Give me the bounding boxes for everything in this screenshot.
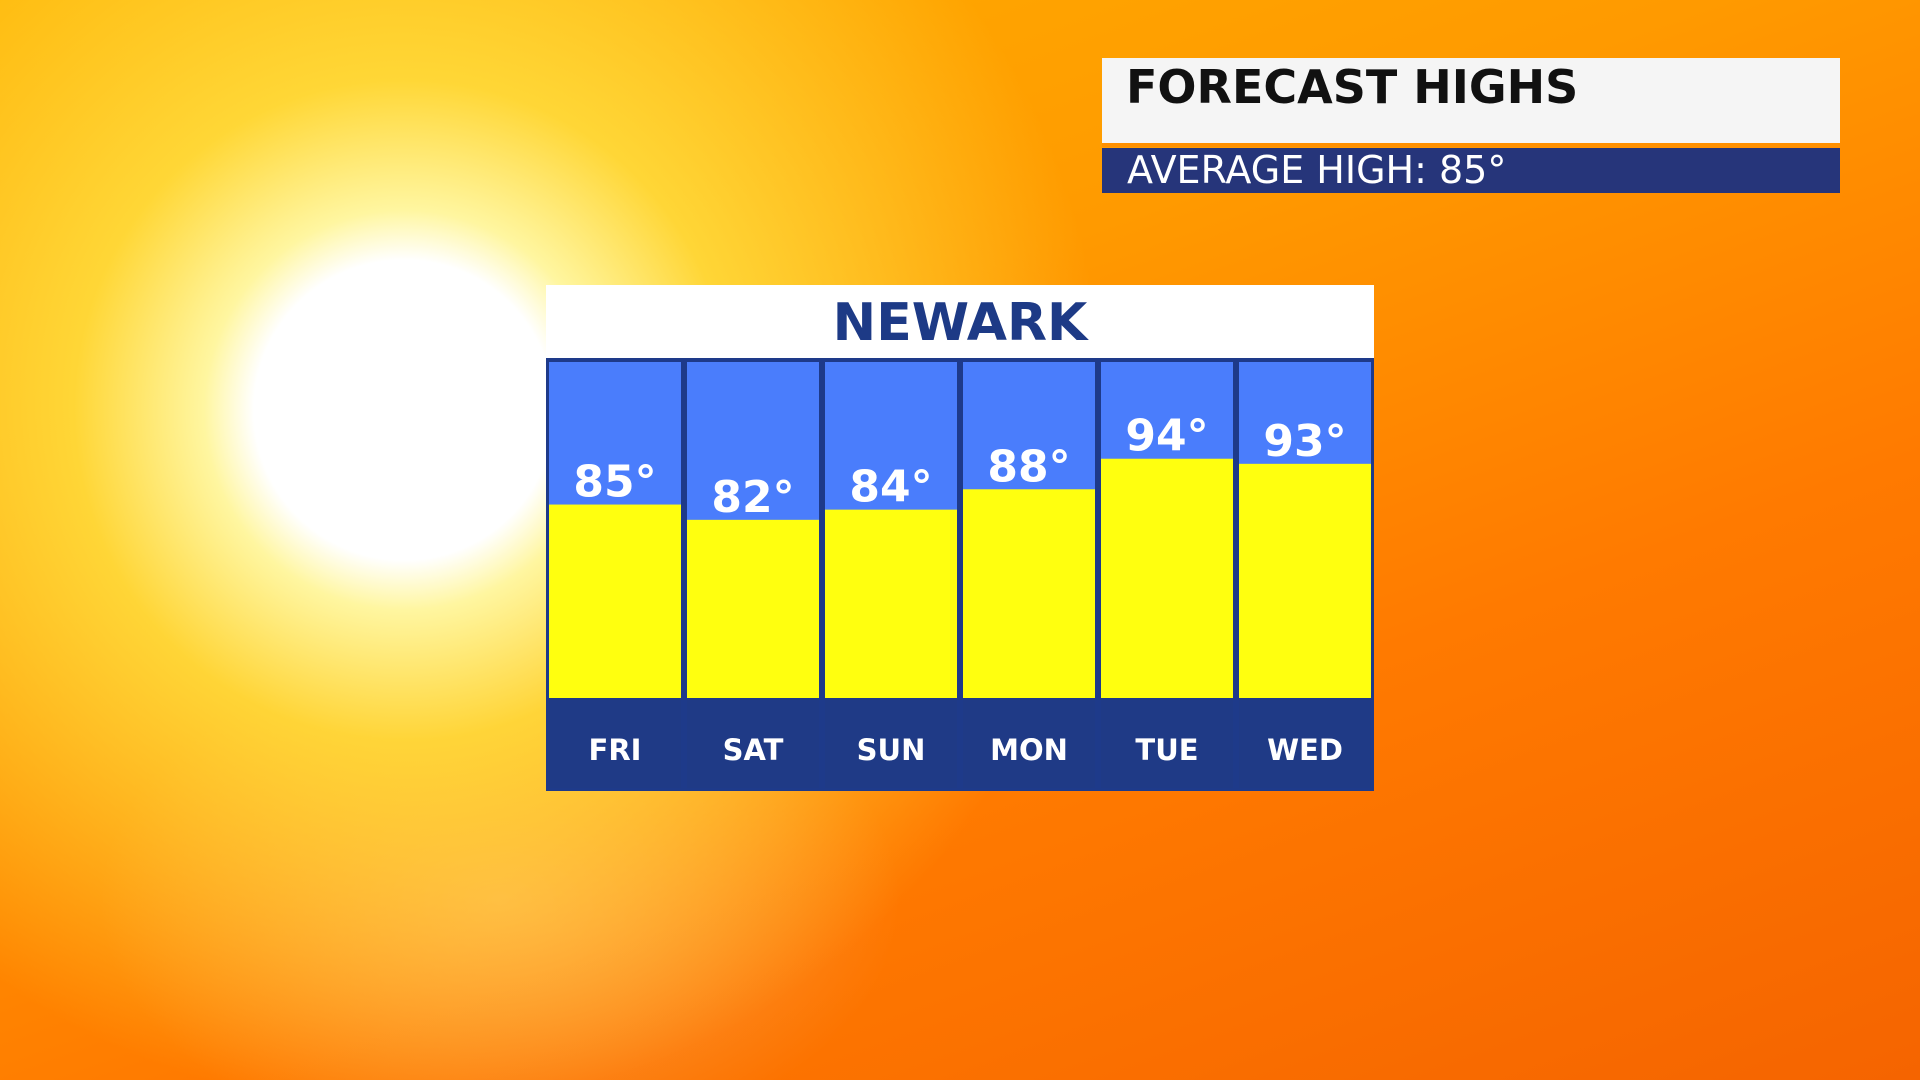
chart-title: FORECAST HIGHS: [1126, 60, 1578, 114]
location-box: [546, 285, 1374, 358]
bar: [825, 509, 957, 698]
day-box: [963, 698, 1095, 788]
bar: [963, 489, 1095, 698]
chart-subtitle: AVERAGE HIGH: 85°: [1127, 148, 1506, 192]
subheader-box: [1102, 148, 1840, 193]
day-box: [549, 698, 681, 788]
day-box: [687, 698, 819, 788]
x-tick-label: SAT: [723, 733, 784, 767]
header-rule: [1102, 143, 1840, 147]
value-label: 93°: [1263, 416, 1346, 467]
value-label: 85°: [573, 457, 656, 508]
day-box: [1101, 698, 1233, 788]
bar: [1239, 463, 1371, 698]
x-tick-label: WED: [1267, 733, 1343, 767]
x-tick-label: MON: [990, 733, 1068, 767]
bar: [1101, 458, 1233, 698]
bar: [549, 504, 681, 698]
value-label: 88°: [987, 441, 1070, 492]
header-box: [1102, 58, 1840, 143]
panel: [546, 358, 1374, 791]
value-label: 84°: [849, 462, 932, 513]
x-tick-label: SUN: [857, 733, 926, 767]
x-tick-label: TUE: [1135, 733, 1198, 767]
day-box: [825, 698, 957, 788]
day-box: [1239, 698, 1371, 788]
x-tick-label: FRI: [589, 733, 642, 767]
value-label: 82°: [711, 472, 794, 523]
location-title: NEWARK: [833, 293, 1089, 353]
value-label: 94°: [1125, 411, 1208, 462]
bar: [687, 519, 819, 698]
